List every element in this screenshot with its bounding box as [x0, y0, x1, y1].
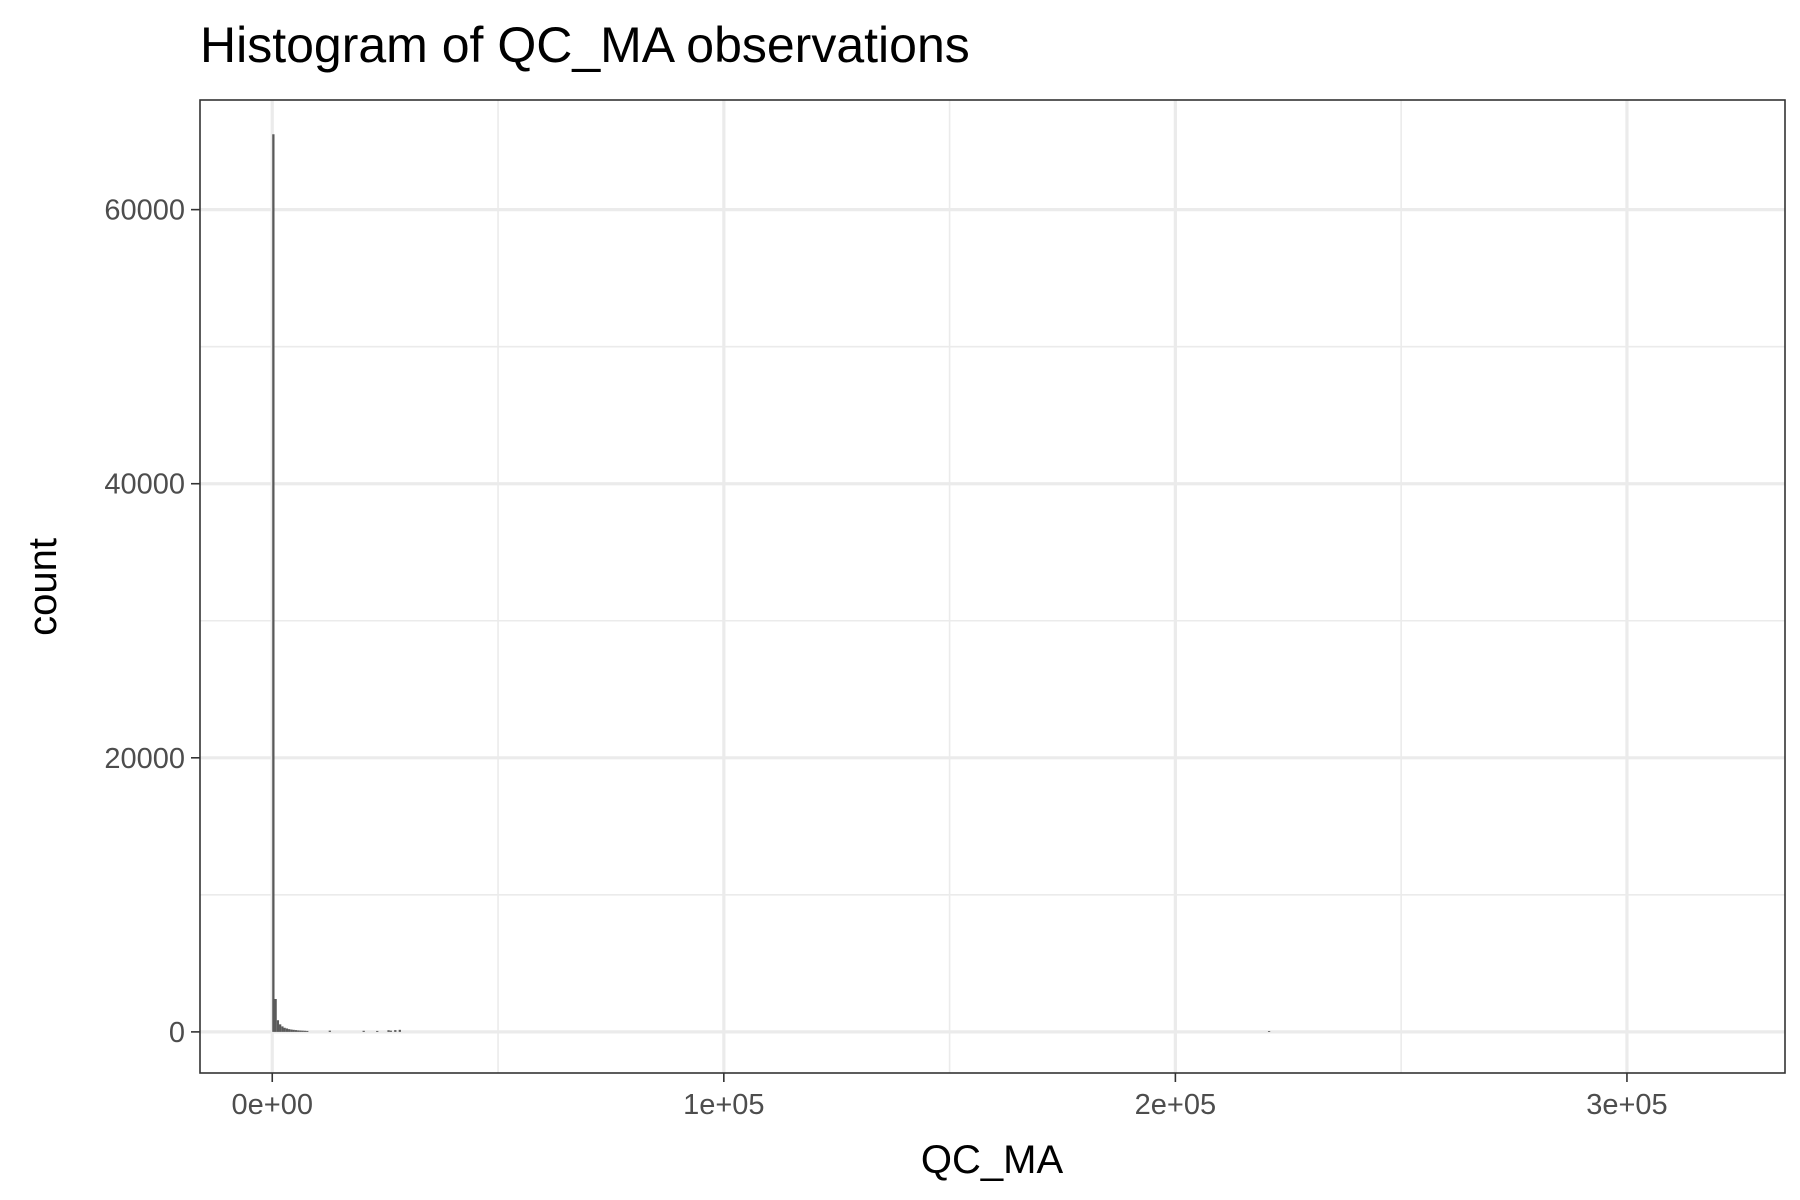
- chart-title: Histogram of QC_MA observations: [200, 17, 970, 73]
- histogram-bar: [387, 1030, 390, 1032]
- histogram-bar: [294, 1030, 298, 1032]
- histogram-bar: [362, 1030, 365, 1032]
- histogram-bar: [283, 1027, 286, 1032]
- plot-panel-background: [200, 100, 1785, 1073]
- y-axis-title: count: [21, 538, 65, 636]
- histogram-bar: [1267, 1031, 1271, 1032]
- histogram-bar: [274, 998, 277, 1032]
- histogram-bar: [398, 1029, 401, 1032]
- histogram-bar: [290, 1029, 293, 1032]
- histogram-bar: [301, 1030, 304, 1032]
- histogram-bar: [292, 1029, 295, 1032]
- histogram-bar: [376, 1030, 379, 1032]
- minor-gridlines: [200, 100, 1785, 1073]
- y-tick-label: 20000: [104, 743, 185, 775]
- x-tick-label: 1e+05: [683, 1089, 764, 1121]
- histogram-bar: [285, 1028, 289, 1032]
- y-tick-label: 40000: [104, 469, 185, 501]
- y-axis-ticks: 0 20000 40000 60000: [104, 195, 200, 1049]
- histogram-bar: [279, 1024, 282, 1032]
- x-tick-label: 2e+05: [1135, 1089, 1216, 1121]
- histogram-bar: [303, 1030, 307, 1032]
- histogram-bars: [272, 134, 1271, 1032]
- histogram-bar: [389, 1030, 392, 1032]
- x-axis-ticks: 0e+00 1e+05 2e+05 3e+05: [232, 1073, 1668, 1121]
- histogram-bar: [272, 134, 275, 1032]
- histogram-bar: [281, 1026, 284, 1032]
- plot-panel-border: [199, 99, 1786, 1074]
- histogram-bar: [276, 1020, 280, 1032]
- x-axis-title: QC_MA: [921, 1138, 1064, 1182]
- x-tick-label: 3e+05: [1586, 1089, 1667, 1121]
- histogram-bar: [328, 1030, 331, 1032]
- histogram-bar: [306, 1030, 309, 1032]
- x-tick-label: 0e+00: [232, 1089, 313, 1121]
- y-tick-label: 60000: [104, 195, 185, 227]
- major-gridlines: [200, 100, 1785, 1073]
- y-tick-label: 0: [169, 1017, 185, 1049]
- histogram-bar: [299, 1030, 302, 1032]
- histogram-bar: [288, 1029, 291, 1032]
- histogram-bar: [394, 1030, 397, 1032]
- histogram-bar: [297, 1030, 300, 1032]
